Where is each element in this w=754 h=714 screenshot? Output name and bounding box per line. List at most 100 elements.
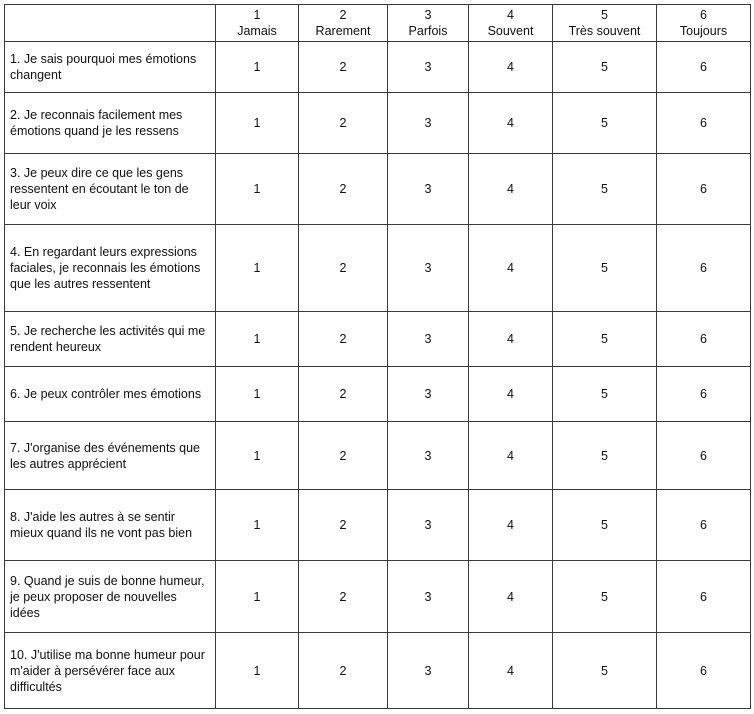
rating-cell: 1 (215, 153, 299, 225)
rating-cell: 1 (215, 632, 299, 709)
rating-cell: 4 (468, 632, 553, 709)
table-row: 10. J'utilise ma bonne humeur pour m'aid… (4, 632, 751, 709)
rating-cell: 4 (468, 366, 553, 422)
question-text: 2. Je reconnais facilement mes émotions … (4, 92, 216, 154)
rating-cell: 1 (215, 311, 299, 367)
header-column-2: 2 Rarement (298, 4, 388, 42)
column-label: Rarement (315, 24, 371, 38)
column-label: Parfois (408, 24, 448, 38)
rating-cell: 5 (552, 632, 657, 709)
rating-cell: 2 (298, 311, 388, 367)
rating-cell: 3 (387, 92, 469, 154)
question-text: 9. Quand je suis de bonne humeur, je peu… (4, 560, 216, 633)
table-row: 2. Je reconnais facilement mes émotions … (4, 92, 751, 154)
rating-cell: 6 (656, 153, 751, 225)
rating-cell: 5 (552, 421, 657, 490)
rating-cell: 2 (298, 489, 388, 561)
table-row: 1. Je sais pourquoi mes émotions changen… (4, 41, 751, 93)
rating-cell: 1 (215, 92, 299, 154)
table-row: 8. J'aide les autres à se sentir mieux q… (4, 489, 751, 561)
rating-cell: 5 (552, 153, 657, 225)
rating-cell: 4 (468, 224, 553, 312)
column-number: 3 (424, 8, 432, 22)
rating-cell: 3 (387, 41, 469, 93)
rating-cell: 3 (387, 421, 469, 490)
questionnaire-table: 1 Jamais 2 Rarement 3 Parfois 4 Souvent 5 Très so… (4, 4, 751, 709)
table-row: 3. Je peux dire ce que les gens ressente… (4, 153, 751, 225)
rating-cell: 4 (468, 153, 553, 225)
rating-cell: 1 (215, 224, 299, 312)
question-text: 7. J'organise des événements que les aut… (4, 421, 216, 490)
rating-cell: 2 (298, 560, 388, 633)
rating-cell: 5 (552, 311, 657, 367)
rating-cell: 6 (656, 41, 751, 93)
rating-cell: 6 (656, 224, 751, 312)
rating-cell: 4 (468, 92, 553, 154)
rating-cell: 3 (387, 560, 469, 633)
column-label: Jamais (237, 24, 277, 38)
question-text: 8. J'aide les autres à se sentir mieux q… (4, 489, 216, 561)
rating-cell: 1 (215, 366, 299, 422)
rating-cell: 3 (387, 632, 469, 709)
rating-cell: 3 (387, 153, 469, 225)
question-text: 4. En regardant leurs expressions facial… (4, 224, 216, 312)
rating-cell: 5 (552, 224, 657, 312)
rating-cell: 4 (468, 41, 553, 93)
header-column-6: 6 Toujours (656, 4, 751, 42)
rating-cell: 4 (468, 311, 553, 367)
rating-cell: 1 (215, 489, 299, 561)
column-number: 1 (253, 8, 261, 22)
rating-cell: 6 (656, 632, 751, 709)
column-number: 6 (700, 8, 707, 22)
rating-cell: 2 (298, 153, 388, 225)
rating-cell: 5 (552, 41, 657, 93)
question-text: 1. Je sais pourquoi mes émotions changen… (4, 41, 216, 93)
rating-cell: 6 (656, 311, 751, 367)
rating-cell: 4 (468, 489, 553, 561)
header-corner (4, 4, 216, 42)
question-text: 3. Je peux dire ce que les gens ressente… (4, 153, 216, 225)
column-number: 5 (601, 8, 608, 22)
rating-cell: 6 (656, 421, 751, 490)
rating-cell: 4 (468, 421, 553, 490)
rating-cell: 5 (552, 92, 657, 154)
column-number: 2 (339, 8, 347, 22)
rating-cell: 6 (656, 92, 751, 154)
header-column-1: 1 Jamais (215, 4, 299, 42)
rating-cell: 5 (552, 366, 657, 422)
rating-cell: 6 (656, 560, 751, 633)
rating-cell: 6 (656, 366, 751, 422)
rating-cell: 3 (387, 366, 469, 422)
table-row: 4. En regardant leurs expressions facial… (4, 224, 751, 312)
rating-cell: 2 (298, 366, 388, 422)
rating-cell: 2 (298, 224, 388, 312)
rating-cell: 3 (387, 224, 469, 312)
rating-cell: 2 (298, 421, 388, 490)
table-row: 7. J'organise des événements que les aut… (4, 421, 751, 490)
header-column-3: 3 Parfois (387, 4, 469, 42)
rating-cell: 6 (656, 489, 751, 561)
header-row: 1 Jamais 2 Rarement 3 Parfois 4 Souvent 5 Très so… (4, 4, 751, 42)
column-label: Toujours (679, 24, 728, 38)
question-text: 6. Je peux contrôler mes émotions (4, 366, 216, 422)
rating-cell: 4 (468, 560, 553, 633)
rating-cell: 2 (298, 632, 388, 709)
column-label: Très souvent (568, 24, 641, 38)
rating-cell: 1 (215, 560, 299, 633)
question-text: 10. J'utilise ma bonne humeur pour m'aid… (4, 632, 216, 709)
table-row: 5. Je recherche les activités qui me ren… (4, 311, 751, 367)
column-number: 4 (507, 8, 514, 22)
column-label: Souvent (487, 24, 534, 38)
rating-cell: 2 (298, 41, 388, 93)
rating-cell: 2 (298, 92, 388, 154)
rating-cell: 5 (552, 489, 657, 561)
rating-cell: 3 (387, 311, 469, 367)
rating-cell: 1 (215, 41, 299, 93)
rating-cell: 3 (387, 489, 469, 561)
table-row: 6. Je peux contrôler mes émotions 1 2 3 4 5 6 (4, 366, 751, 422)
rating-cell: 5 (552, 560, 657, 633)
question-text: 5. Je recherche les activités qui me ren… (4, 311, 216, 367)
table-row: 9. Quand je suis de bonne humeur, je peu… (4, 560, 751, 633)
rating-cell: 1 (215, 421, 299, 490)
header-column-4: 4 Souvent (468, 4, 553, 42)
